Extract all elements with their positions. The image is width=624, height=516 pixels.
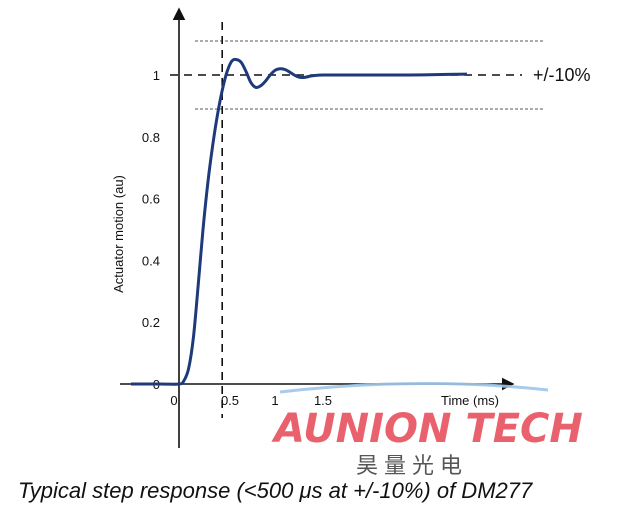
y-tick-label: 0.8 (142, 130, 160, 145)
y-axis-label: Actuator motion (au) (111, 175, 126, 293)
series-group (130, 57, 468, 386)
x-axis-label: Time (ms) (441, 393, 499, 408)
step-response-line (130, 57, 468, 386)
reference-lines (170, 22, 543, 418)
watermark-text: AUNION TECH (271, 406, 583, 452)
y-tick-label: 0.4 (142, 253, 160, 268)
watermark-logo: AUNION TECH 昊量光电 (271, 381, 583, 479)
x-tick-label: 0.5 (221, 393, 239, 408)
watermark-subtext: 昊量光电 (356, 454, 468, 479)
x-tick-label: 1 (271, 393, 278, 408)
y-tick-label: 1 (153, 68, 160, 83)
tolerance-label: +/-10% (533, 65, 591, 85)
x-tick-label: 0 (170, 393, 177, 408)
y-tick-labels: 00.20.40.60.81 (142, 68, 160, 392)
x-tick-labels: 0 0.5 1 1.5 (170, 393, 332, 408)
y-tick-label: 0.6 (142, 192, 160, 207)
y-tick-label: 0.2 (142, 315, 160, 330)
figure-caption: Typical step response (<500 μs at +/-10%… (18, 478, 533, 503)
x-tick-label: 1.5 (314, 393, 332, 408)
